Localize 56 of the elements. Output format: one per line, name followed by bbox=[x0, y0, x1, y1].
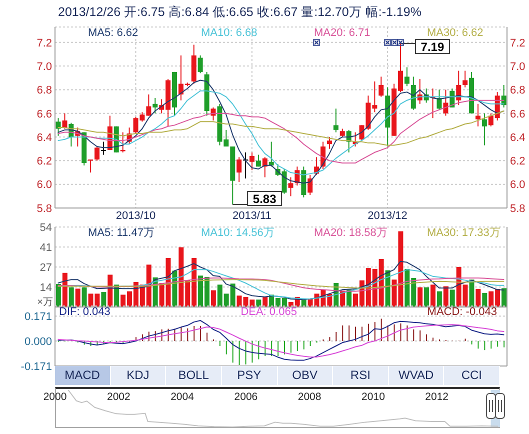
x-tick-label: 2002 bbox=[106, 391, 130, 403]
text: MA20: 6.71 bbox=[314, 27, 370, 39]
text: MA5: 11.47万 bbox=[88, 227, 154, 239]
tab-button: PSY bbox=[222, 366, 278, 385]
y-tick-label: 27 bbox=[40, 262, 52, 274]
tab-button: RSI bbox=[333, 366, 389, 385]
y-tick-label: 6.0 bbox=[36, 179, 52, 192]
series-label: MACD: -0.043 bbox=[427, 306, 497, 318]
x-tick-label: 2006 bbox=[234, 391, 258, 403]
y-tick-label: 6.8 bbox=[36, 84, 52, 97]
text: DIF: 0.043 bbox=[59, 306, 110, 318]
y2-tick-label: 6.6 bbox=[510, 108, 526, 120]
y-tick-label: 7.0 bbox=[36, 60, 52, 73]
x-tick-label: 2008 bbox=[298, 391, 322, 403]
text: MA10: 14.56万 bbox=[201, 227, 274, 239]
chart-title: 2013/12/26 开:6.75 高:6.84 低:6.65 收:6.67 量:12.70万 幅:-1.19% bbox=[58, 4, 422, 20]
y2-tick-label: 5.8 bbox=[510, 202, 526, 215]
y-tick-label: 6.6 bbox=[36, 108, 52, 120]
y-tick-label: -0.171 bbox=[20, 360, 52, 373]
x-tick-label: 2004 bbox=[170, 391, 194, 403]
x-tick-label: 2013/10 bbox=[116, 210, 156, 222]
y-axis-title: ×万 bbox=[37, 297, 53, 308]
y-tick-label: 6.2 bbox=[36, 156, 52, 168]
text: MA30: 17.33万 bbox=[427, 227, 500, 239]
tab-button: CCI bbox=[444, 366, 500, 385]
tab-button: BOLL bbox=[166, 366, 222, 385]
y2-tick-label: 6.4 bbox=[510, 132, 526, 144]
y-tick-label: 0.171 bbox=[24, 310, 52, 323]
x-tick-label: 2010 bbox=[362, 391, 385, 403]
x-tick-label: 2013/12 bbox=[368, 210, 408, 222]
y2-tick-label: 7.2 bbox=[510, 37, 526, 50]
x-tick-label: 2000 bbox=[43, 391, 67, 403]
x-tick-label: 2013/11 bbox=[232, 210, 272, 222]
y2-tick-label: 6.8 bbox=[510, 84, 526, 97]
tab-button: OBV bbox=[278, 366, 334, 385]
y-tick-label: 0.000 bbox=[24, 336, 52, 348]
y-tick-label: 14 bbox=[40, 282, 52, 294]
y2-tick-label: 7.0 bbox=[510, 60, 526, 73]
y-tick-label: 5.8 bbox=[36, 202, 52, 215]
text: MA10: 6.68 bbox=[201, 27, 258, 39]
y2-tick-label: 6.2 bbox=[510, 156, 526, 168]
y2-tick-label: 6.0 bbox=[510, 179, 526, 192]
annotation: 5.83 bbox=[252, 192, 277, 206]
series-label: DEA: 0.065 bbox=[240, 306, 297, 318]
x-tick-label: 2012 bbox=[425, 391, 448, 403]
text: MA5: 6.62 bbox=[88, 27, 138, 39]
y-tick-label: 54 bbox=[40, 222, 52, 234]
y-tick-label: 7.2 bbox=[36, 37, 52, 50]
tab-button: KDJ bbox=[110, 366, 166, 385]
annotation: 7.19 bbox=[420, 40, 444, 54]
tab-button: MACD bbox=[55, 366, 111, 385]
text: MA30: 6.62 bbox=[427, 27, 484, 39]
tab-button: WVAD bbox=[388, 366, 444, 385]
y-tick-label: 41 bbox=[40, 242, 52, 254]
y-tick-label: 6.4 bbox=[36, 132, 52, 144]
text: MA20: 18.58万 bbox=[314, 227, 388, 239]
